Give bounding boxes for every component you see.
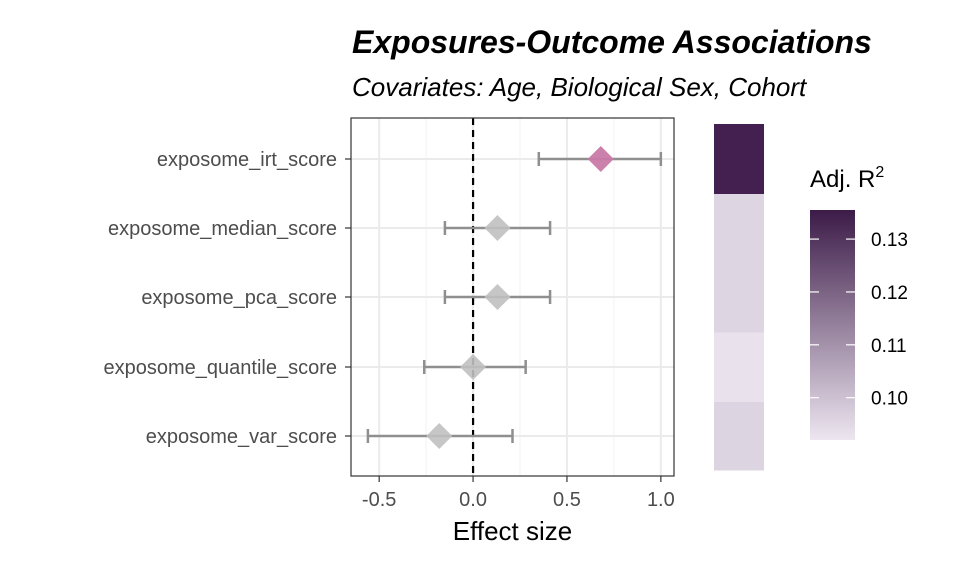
y-tick-label: exposome_median_score — [108, 218, 337, 240]
estimate-exposome_quantile_score — [422, 354, 527, 380]
x-tick-label: 1.0 — [647, 489, 675, 511]
y-tick-label: exposome_pca_score — [141, 287, 337, 309]
legend-title-superscript: 2 — [875, 164, 884, 181]
adj-r2-heat-strip — [714, 124, 764, 471]
estimate-diamond — [426, 423, 453, 449]
y-tick-label: exposome_var_score — [146, 426, 337, 448]
heat-tile-exposome_median_score — [714, 194, 764, 264]
chart-subtitle: Covariates: Age, Biological Sex, Cohort — [352, 72, 808, 102]
colorbar-label: 0.13 — [871, 230, 908, 251]
estimate-diamond — [587, 146, 614, 172]
heat-tile-exposome_quantile_score — [714, 332, 764, 403]
legend-title-main: Adj. R — [810, 166, 875, 193]
chart-marks — [366, 118, 663, 476]
x-tick-label: 0.5 — [553, 489, 581, 511]
estimate-exposome_median_score — [443, 215, 552, 241]
heat-tile-exposome_var_score — [714, 402, 764, 471]
x-tick-label: 0.0 — [459, 489, 487, 511]
heat-tile-exposome_irt_score — [714, 124, 764, 195]
y-axis-labels: exposome_irt_score exposome_median_scoree… — [104, 149, 351, 448]
estimate-exposome_var_score — [366, 423, 514, 449]
y-tick-label: exposome_irt_score — [157, 149, 337, 171]
colorbar-label: 0.12 — [871, 283, 908, 304]
colorbar — [810, 210, 855, 440]
colorbar-label: 0.11 — [871, 336, 907, 357]
x-axis: -0.5 0.0 0.5 1.0 — [362, 476, 675, 511]
estimate-diamond — [484, 284, 511, 310]
colorbar-legend: Adj. R2 0.13 0.12 0.11 0.10 — [810, 164, 908, 440]
estimate-exposome_irt_score — [537, 146, 663, 172]
y-tick-label: exposome_quantile_score — [104, 357, 338, 379]
x-tick-label: -0.5 — [362, 489, 396, 511]
chart-title: Exposures-Outcome Associations — [352, 24, 872, 60]
estimate-diamond — [484, 215, 511, 241]
estimate-exposome_pca_score — [443, 284, 552, 310]
x-axis-label: Effect size — [453, 516, 572, 546]
legend-title: Adj. R2 — [810, 164, 884, 193]
colorbar-ticks: 0.13 0.12 0.11 0.10 — [810, 230, 908, 410]
colorbar-label: 0.10 — [871, 389, 908, 410]
heat-tile-exposome_pca_score — [714, 263, 764, 333]
estimate-diamond — [460, 354, 487, 380]
